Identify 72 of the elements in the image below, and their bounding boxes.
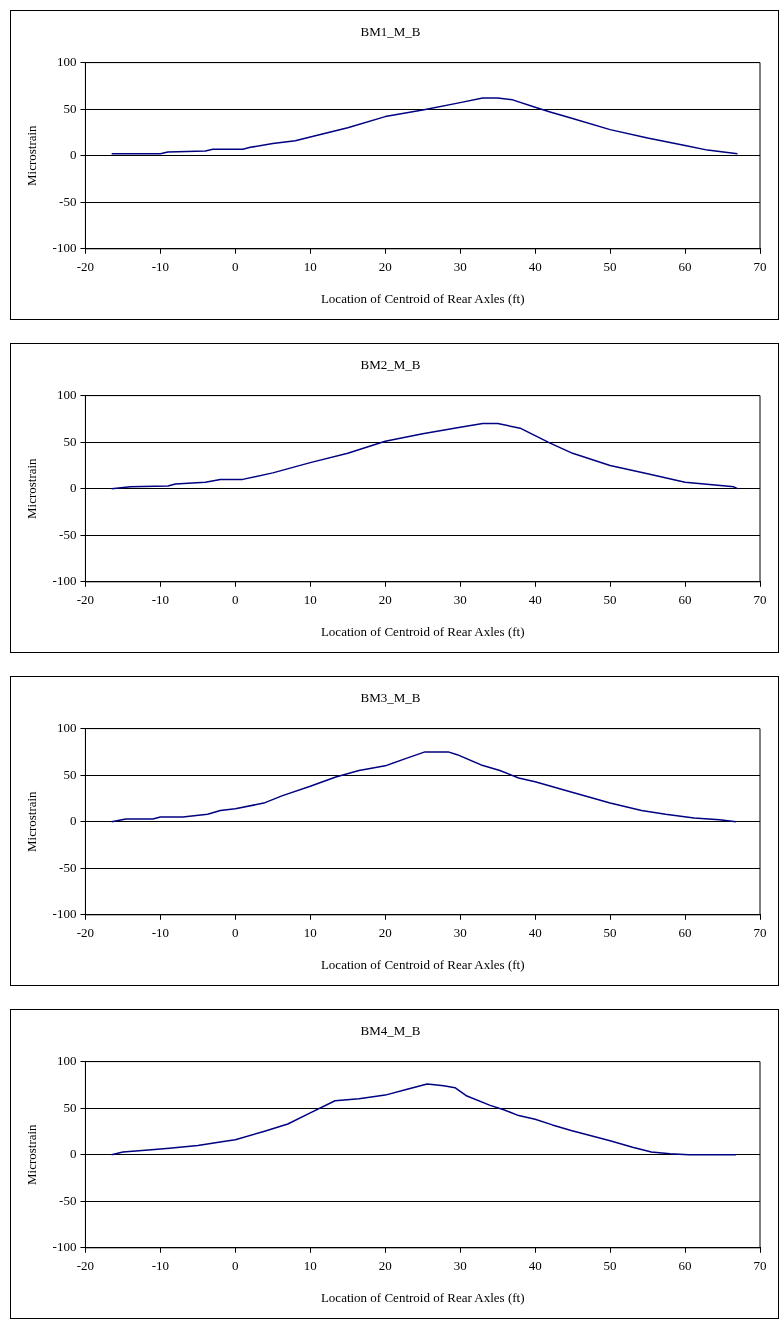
- y-tick-label: 100: [56, 1053, 77, 1069]
- x-tick-label: 60: [678, 592, 692, 608]
- chart-title: BM3_M_B: [360, 690, 421, 706]
- y-tick-label: 0: [69, 147, 77, 163]
- y-tick-label: -50: [59, 526, 77, 542]
- y-tick-label: 100: [56, 387, 77, 403]
- chart-title: BM1_M_B: [360, 24, 421, 40]
- x-tick-label: 40: [528, 592, 542, 608]
- x-tick-label: -20: [76, 592, 95, 608]
- x-tick-label: 20: [378, 592, 392, 608]
- x-tick-label: -10: [151, 925, 170, 941]
- y-tick-label: -100: [52, 906, 77, 922]
- y-axis-title: Microstrain: [24, 457, 40, 520]
- x-tick-label: 30: [453, 259, 467, 275]
- x-tick-label: -10: [151, 259, 170, 275]
- x-axis-title: Location of Centroid of Rear Axles (ft): [320, 1289, 525, 1305]
- x-tick-label: -20: [76, 1258, 95, 1274]
- y-tick-label: 50: [63, 100, 77, 116]
- x-tick-label: 50: [603, 592, 617, 608]
- x-tick-label: 70: [753, 592, 767, 608]
- y-tick-label: -50: [59, 859, 77, 875]
- y-axis-title: Microstrain: [24, 124, 40, 187]
- x-tick-label: 70: [753, 259, 767, 275]
- x-tick-label: 20: [378, 925, 392, 941]
- x-tick-label: 30: [453, 592, 467, 608]
- x-tick-label: -20: [76, 259, 95, 275]
- x-tick-label: 10: [303, 592, 317, 608]
- y-tick-label: 50: [63, 1099, 77, 1115]
- x-tick-label: 50: [603, 259, 617, 275]
- x-tick-label: 0: [232, 592, 239, 608]
- x-axis-title: Location of Centroid of Rear Axles (ft): [320, 290, 525, 306]
- x-tick-label: 70: [753, 1258, 767, 1274]
- x-tick-label: 60: [678, 1258, 692, 1274]
- x-tick-label: -20: [76, 925, 95, 941]
- y-axis-title: Microstrain: [24, 1123, 40, 1186]
- x-axis-title: Location of Centroid of Rear Axles (ft): [320, 623, 525, 639]
- chart-title: BM4_M_B: [360, 1023, 421, 1039]
- chart-title: BM2_M_B: [360, 357, 421, 373]
- x-tick-label: 40: [528, 925, 542, 941]
- y-tick-label: 100: [56, 54, 77, 70]
- x-axis-title: Location of Centroid of Rear Axles (ft): [320, 956, 525, 972]
- x-tick-label: 0: [232, 1258, 239, 1274]
- y-tick-label: 0: [69, 480, 77, 496]
- x-tick-label: 0: [232, 259, 239, 275]
- y-tick-label: 50: [63, 433, 77, 449]
- y-tick-label: -100: [52, 1239, 77, 1255]
- y-tick-label: -100: [52, 240, 77, 256]
- y-tick-label: 0: [69, 813, 77, 829]
- y-tick-label: -50: [59, 1192, 77, 1208]
- x-tick-label: -10: [151, 1258, 170, 1274]
- y-tick-label: -50: [59, 193, 77, 209]
- x-tick-label: 30: [453, 925, 467, 941]
- x-tick-label: 70: [753, 925, 767, 941]
- y-tick-label: 0: [69, 1146, 77, 1162]
- y-tick-label: 50: [63, 766, 77, 782]
- x-tick-label: 10: [303, 925, 317, 941]
- x-tick-label: 40: [528, 259, 542, 275]
- x-tick-label: 20: [378, 1258, 392, 1274]
- x-tick-label: 10: [303, 1258, 317, 1274]
- x-tick-label: 50: [603, 1258, 617, 1274]
- y-tick-label: 100: [56, 720, 77, 736]
- x-tick-label: 30: [453, 1258, 467, 1274]
- x-tick-label: 40: [528, 1258, 542, 1274]
- x-tick-label: 60: [678, 925, 692, 941]
- y-axis-title: Microstrain: [24, 790, 40, 853]
- x-tick-label: 20: [378, 259, 392, 275]
- x-tick-label: 50: [603, 925, 617, 941]
- x-tick-label: 60: [678, 259, 692, 275]
- x-tick-label: 10: [303, 259, 317, 275]
- x-tick-label: 0: [232, 925, 239, 941]
- y-tick-label: -100: [52, 573, 77, 589]
- x-tick-label: -10: [151, 592, 170, 608]
